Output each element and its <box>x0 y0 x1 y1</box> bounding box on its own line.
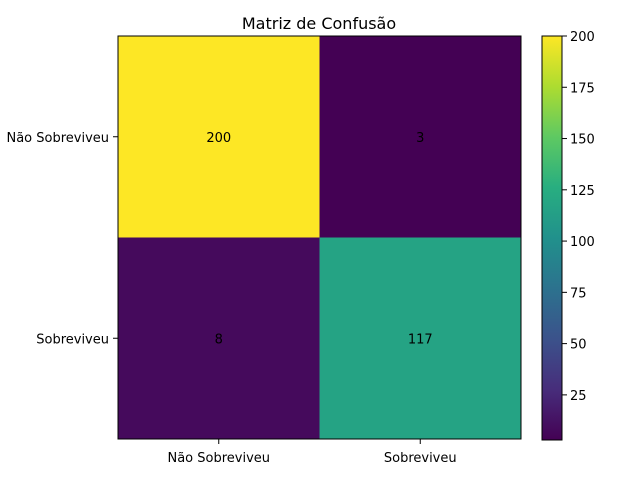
y-axis: Não Sobreviveu Sobreviveu <box>6 131 118 347</box>
chart-title: Matriz de Confusão <box>242 14 396 33</box>
cell-value-label: 3 <box>416 131 424 146</box>
plot-frame <box>117 35 522 440</box>
colorbar-ticks: 25 50 75 100 125 150 175 200 <box>562 30 595 404</box>
cell-value-label: 200 <box>206 131 231 146</box>
cell-value-label: 117 <box>408 332 433 347</box>
colorbar-tick-label: 100 <box>570 235 595 250</box>
x-tick-label: Não Sobreviveu <box>167 451 270 466</box>
heatmap-cell <box>118 36 320 238</box>
heatmap-cell <box>118 237 320 439</box>
colorbar-tick-label: 50 <box>570 338 587 353</box>
cell-value-label: 8 <box>215 332 223 347</box>
cell-labels: 200 3 8 117 <box>206 131 432 348</box>
x-axis: Não Sobreviveu Sobreviveu <box>167 439 457 466</box>
heatmap-cell <box>319 237 521 439</box>
colorbar-tick-label: 125 <box>570 184 595 199</box>
colorbar-tick-label: 175 <box>570 81 595 96</box>
colorbar-tick-label: 150 <box>570 133 595 148</box>
y-tick-label: Sobreviveu <box>36 332 109 347</box>
x-tick-label: Sobreviveu <box>384 451 457 466</box>
colorbar-frame <box>541 35 563 441</box>
heatmap-cell <box>319 36 521 238</box>
colorbar-tick-label: 25 <box>570 389 587 404</box>
colorbar: 25 50 75 100 125 150 175 200 <box>541 30 595 441</box>
colorbar-tick-label: 75 <box>570 286 587 301</box>
y-tick-label: Não Sobreviveu <box>6 131 109 146</box>
colorbar-gradient <box>542 36 562 440</box>
heatmap-cells <box>117 35 522 440</box>
colorbar-tick-label: 200 <box>570 30 595 45</box>
